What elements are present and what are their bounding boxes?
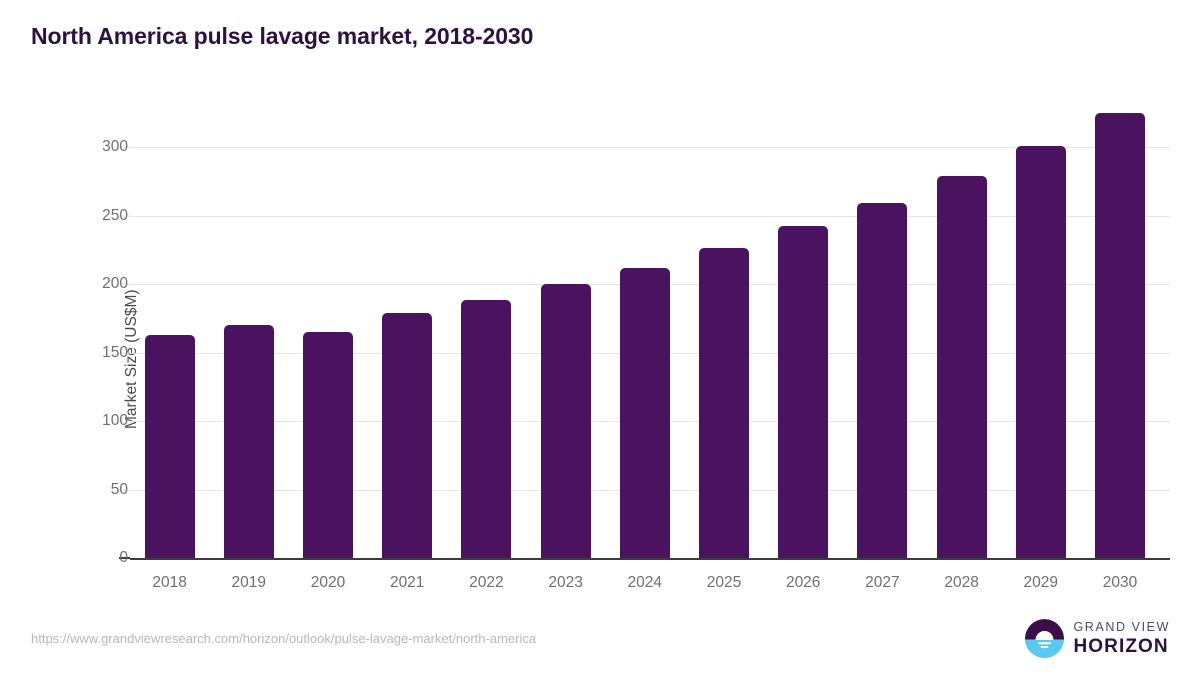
- bar-group-2024[interactable]: 2024: [605, 100, 684, 591]
- y-tick-label: 200: [102, 275, 128, 292]
- bar-group-2023[interactable]: 2023: [526, 100, 605, 591]
- bar-group-2030[interactable]: 2030: [1080, 100, 1159, 591]
- bar-group-2021[interactable]: 2021: [368, 100, 447, 591]
- logo-wordmark: GRAND VIEW HORIZON: [1073, 621, 1170, 656]
- x-tick-label: 2018: [152, 574, 187, 591]
- x-tick-label: 2028: [944, 574, 979, 591]
- x-axis-line: [130, 558, 1170, 560]
- y-tick-mark: [119, 215, 130, 216]
- bar[interactable]: [1015, 145, 1066, 558]
- bar[interactable]: [461, 300, 512, 558]
- x-tick-label: 2020: [310, 574, 346, 591]
- bar[interactable]: [1094, 112, 1145, 558]
- y-tick-label: 100: [102, 412, 128, 429]
- x-tick-label: 2022: [469, 574, 504, 591]
- y-tick-mark: [119, 420, 130, 422]
- x-tick-label: 2023: [548, 574, 583, 591]
- bar[interactable]: [382, 312, 433, 558]
- bar-group-2026[interactable]: 2026: [764, 100, 843, 591]
- x-tick-label: 2019: [231, 574, 267, 591]
- y-tick-mark: [119, 283, 130, 285]
- y-tick-mark: [119, 557, 130, 559]
- brand-logo: GRAND VIEW HORIZON: [1025, 619, 1170, 658]
- y-tick-label: 0: [119, 549, 128, 566]
- y-tick-mark: [119, 352, 130, 353]
- y-tick-mark: [119, 146, 130, 148]
- bar-group-2022[interactable]: 2022: [447, 100, 526, 591]
- bar[interactable]: [619, 267, 670, 558]
- x-tick-label: 2030: [1102, 574, 1138, 591]
- bar[interactable]: [144, 334, 195, 558]
- y-tick-label: 300: [102, 138, 128, 155]
- bar-group-2020[interactable]: 2020: [288, 100, 367, 591]
- y-tick-mark: [119, 489, 130, 490]
- source-url[interactable]: https://www.grandviewresearch.com/horizo…: [31, 631, 537, 646]
- bar-group-2027[interactable]: 2027: [843, 100, 922, 591]
- bar[interactable]: [540, 284, 591, 558]
- bar[interactable]: [778, 226, 829, 558]
- bar-series: 2018 2019 2020 2021 2022 2023 2024 2025 2026 2027…: [130, 100, 1170, 591]
- bar[interactable]: [857, 203, 908, 558]
- x-tick-label: 2029: [1023, 574, 1059, 591]
- y-tick-label: 150: [102, 343, 128, 361]
- bar-group-2018[interactable]: 2018: [130, 100, 209, 591]
- bar[interactable]: [936, 175, 987, 558]
- plot-area: Market Size (US$M) 0 50 100 150 200 250 300 20…: [102, 100, 1170, 591]
- bar[interactable]: [698, 248, 749, 558]
- bar-group-2019[interactable]: 2019: [209, 100, 288, 591]
- logo-line-1: GRAND VIEW: [1073, 620, 1170, 635]
- x-tick-label: 2027: [865, 574, 900, 591]
- bar-group-2028[interactable]: 2028: [922, 100, 1001, 591]
- bar-group-2025[interactable]: 2025: [684, 100, 763, 591]
- logo-line-2: HORIZON: [1073, 635, 1169, 657]
- page-title: North America pulse lavage market, 2018-…: [31, 23, 534, 49]
- x-tick-label: 2021: [389, 574, 425, 591]
- gridline: [130, 147, 1170, 148]
- x-tick-label: 2024: [627, 574, 663, 591]
- bar[interactable]: [302, 331, 353, 558]
- y-tick-label: 250: [102, 206, 128, 224]
- x-tick-label: 2026: [785, 574, 821, 591]
- bar-group-2029[interactable]: 2029: [1001, 100, 1080, 591]
- gridline: [130, 215, 1170, 217]
- bar[interactable]: [223, 325, 274, 558]
- x-tick-label: 2025: [706, 574, 742, 591]
- horizon-sun-circle-icon: [1025, 619, 1065, 658]
- y-tick-label: 50: [110, 480, 128, 498]
